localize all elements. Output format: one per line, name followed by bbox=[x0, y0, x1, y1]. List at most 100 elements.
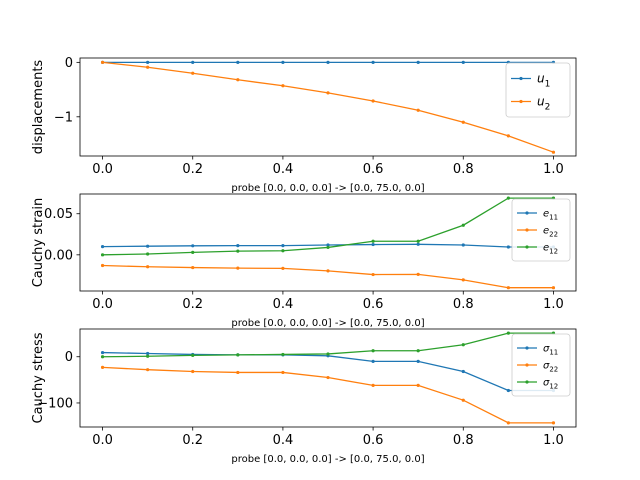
data-point-e12 bbox=[100, 253, 105, 257]
x-axis-label: probe [0.0, 0.0, 0.0] -> [0.0, 75.0, 0.0… bbox=[231, 318, 424, 329]
x-tick-label: 0.6 bbox=[363, 162, 384, 177]
data-point-e12 bbox=[506, 196, 510, 200]
data-point-σ11 bbox=[371, 359, 375, 363]
axes-frame bbox=[79, 193, 577, 292]
data-point-σ12 bbox=[191, 353, 195, 357]
data-point-u1 bbox=[146, 60, 150, 64]
data-point-σ22 bbox=[371, 383, 375, 387]
data-point-u2 bbox=[146, 65, 150, 69]
data-point-σ12 bbox=[416, 349, 420, 353]
series-line-u2 bbox=[102, 61, 554, 153]
legend-marker-u2 bbox=[519, 99, 523, 104]
x-tick-label: 0.2 bbox=[182, 297, 203, 312]
data-point-σ12 bbox=[100, 355, 105, 359]
legend-label-symbol: e bbox=[543, 226, 549, 237]
y-axis-label: displacements bbox=[31, 60, 46, 155]
data-point-e12 bbox=[416, 239, 420, 243]
legend-marker-σ12 bbox=[525, 380, 529, 384]
data-point-e22 bbox=[100, 263, 105, 268]
data-point-e11 bbox=[416, 242, 420, 246]
legend-label-subscript: 2 bbox=[545, 102, 551, 112]
data-point-σ11 bbox=[461, 369, 465, 374]
data-point-e11 bbox=[461, 243, 465, 247]
legend-marker-σ11 bbox=[525, 346, 529, 350]
data-point-e22 bbox=[191, 265, 195, 270]
data-point-e12 bbox=[461, 223, 465, 227]
data-point-e11 bbox=[506, 245, 510, 249]
data-point-u2 bbox=[371, 99, 375, 103]
x-tick-label: 0.6 bbox=[363, 297, 384, 312]
x-tick-label: 1.0 bbox=[543, 297, 564, 312]
x-axis-label: probe [0.0, 0.0, 0.0] -> [0.0, 75.0, 0.0… bbox=[231, 183, 424, 194]
x-tick-label: 0.4 bbox=[273, 162, 294, 177]
data-point-σ22 bbox=[146, 368, 150, 372]
data-point-e11 bbox=[281, 244, 285, 248]
legend-box bbox=[505, 62, 571, 118]
data-point-e22 bbox=[281, 266, 285, 270]
legend-label-subscript: 11 bbox=[549, 349, 558, 357]
subplot-1: 0.0 0.2 0.4 0.6 0.8 1.0 0 −1 probe [0.0, 0.0, 0.… bbox=[31, 56, 577, 194]
legend-marker-u1 bbox=[519, 76, 523, 81]
series-line-e22 bbox=[102, 264, 554, 289]
data-point-σ22 bbox=[236, 370, 240, 375]
axes-frame bbox=[79, 57, 577, 157]
y-tick-label: −100 bbox=[37, 396, 73, 411]
data-point-σ12 bbox=[281, 352, 285, 357]
data-point-e22 bbox=[506, 286, 510, 290]
data-point-e22 bbox=[371, 272, 375, 277]
legend-marker-e22 bbox=[525, 228, 529, 232]
data-point-u2 bbox=[506, 134, 510, 138]
data-point-σ12 bbox=[146, 354, 150, 358]
data-point-σ11 bbox=[506, 388, 510, 393]
data-point-u2 bbox=[461, 120, 465, 124]
y-axis-label: Cauchy stress bbox=[31, 332, 46, 423]
legend-marker-e12 bbox=[525, 245, 529, 249]
data-point-σ12 bbox=[236, 353, 240, 357]
x-axis-label: probe [0.0, 0.0, 0.0] -> [0.0, 75.0, 0.0… bbox=[231, 454, 424, 465]
legend-label-e22: e22 bbox=[543, 226, 558, 239]
y-tick-label: 0 bbox=[65, 350, 73, 365]
data-point-σ11 bbox=[146, 351, 150, 356]
axes-frame bbox=[79, 328, 577, 428]
data-point-u2 bbox=[551, 150, 556, 154]
data-point-σ22 bbox=[506, 421, 510, 425]
data-point-σ12 bbox=[506, 331, 510, 335]
data-point-u1 bbox=[236, 60, 240, 64]
legend-marker-e11 bbox=[525, 211, 529, 215]
y-tick-label: 0.00 bbox=[44, 248, 73, 263]
data-point-u1 bbox=[416, 60, 420, 64]
legend-label-symbol: u bbox=[537, 95, 545, 109]
y-tick-label: 0.05 bbox=[44, 207, 73, 222]
data-point-σ22 bbox=[416, 383, 420, 387]
data-point-e12 bbox=[281, 249, 285, 253]
legend-label-symbol: e bbox=[543, 209, 549, 220]
data-point-e11 bbox=[146, 244, 150, 248]
y-axis-label: Cauchy strain bbox=[31, 198, 46, 288]
data-point-σ11 bbox=[100, 350, 105, 355]
data-point-σ22 bbox=[100, 365, 105, 369]
data-point-e11 bbox=[371, 242, 375, 247]
x-tick-label: 0.0 bbox=[92, 297, 113, 312]
x-tick-label: 0.8 bbox=[453, 162, 474, 177]
data-point-e22 bbox=[551, 286, 556, 290]
legend-label-subscript: 1 bbox=[545, 79, 551, 89]
legend-marker-σ22 bbox=[525, 363, 529, 367]
data-point-u2 bbox=[236, 78, 240, 82]
data-point-σ22 bbox=[281, 370, 285, 375]
data-point-u1 bbox=[371, 60, 375, 64]
x-tick-label: 0.6 bbox=[363, 433, 384, 448]
data-point-e12 bbox=[326, 245, 330, 250]
x-tick-label: 0.0 bbox=[92, 433, 113, 448]
data-point-e22 bbox=[326, 269, 330, 273]
legend-label-subscript: 22 bbox=[549, 231, 558, 239]
data-point-e22 bbox=[236, 266, 240, 270]
x-tick-label: 0.2 bbox=[182, 433, 203, 448]
data-point-σ22 bbox=[326, 375, 330, 380]
legend-label-u1: u1 bbox=[537, 72, 550, 90]
legend-label-symbol: u bbox=[537, 72, 545, 86]
data-point-σ12 bbox=[326, 352, 330, 356]
series-line-σ11 bbox=[102, 351, 554, 392]
series-line-σ22 bbox=[102, 366, 554, 424]
data-point-e12 bbox=[146, 252, 150, 256]
